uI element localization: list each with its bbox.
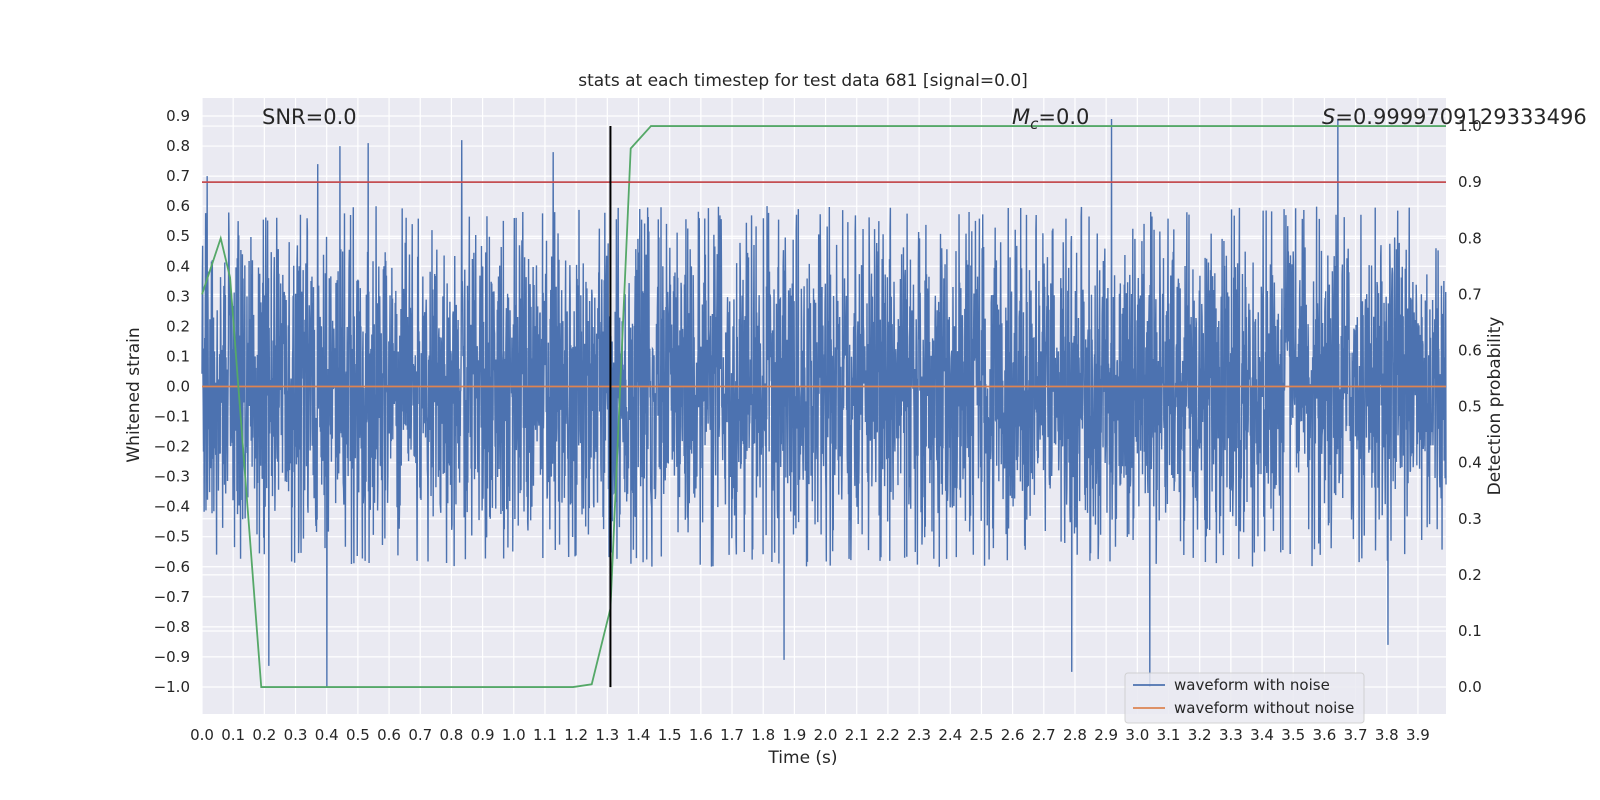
y-tick-label: 0.1 — [166, 347, 190, 365]
series-noisy-waveform — [201, 119, 1447, 687]
x-tick-label: 2.9 — [1094, 726, 1118, 744]
y-tick-label: 0.3 — [166, 287, 190, 305]
legend: waveform with noise waveform without noi… — [1124, 672, 1365, 724]
y-tick-label: 0.6 — [166, 197, 190, 215]
x-tick-label: 2.8 — [1063, 726, 1087, 744]
snr-annotation: SNR=0.0 — [262, 105, 357, 129]
y-tick-label: −0.8 — [154, 618, 190, 636]
legend-label-noise: waveform with noise — [1174, 676, 1330, 694]
y2-tick-label: 1.0 — [1458, 117, 1482, 135]
x-tick-label: 0.1 — [221, 726, 245, 744]
y2-tick-label: 0.9 — [1458, 173, 1482, 191]
x-tick-label: 3.3 — [1219, 726, 1243, 744]
x-tick-label: 0.8 — [439, 726, 463, 744]
y-tick-label: −0.4 — [154, 498, 190, 516]
y2-axis-label: Detection probability — [1485, 317, 1505, 496]
x-tick-label: 2.3 — [907, 726, 931, 744]
y2-tick-label: 0.0 — [1458, 678, 1482, 696]
y-tick-label: 0.0 — [166, 377, 190, 395]
score-annotation: S=0.9999709129333496 — [1322, 105, 1587, 129]
x-tick-label: 0.5 — [346, 726, 370, 744]
legend-box — [1124, 672, 1365, 724]
x-tick-label: 2.1 — [845, 726, 869, 744]
y2-tick-label: 0.4 — [1458, 454, 1482, 472]
x-tick-label: 2.2 — [876, 726, 900, 744]
y-tick-label: −0.1 — [154, 408, 190, 426]
series-detection-probability — [201, 125, 1446, 688]
x-tick-label: 1.5 — [658, 726, 682, 744]
y2-tick-label: 0.6 — [1458, 341, 1482, 359]
x-tick-label: 3.2 — [1188, 726, 1212, 744]
x-tick-label: 3.5 — [1281, 726, 1305, 744]
legend-label-clean: waveform without noise — [1174, 699, 1354, 717]
x-tick-label: 0.2 — [252, 726, 276, 744]
y-tick-label: 0.4 — [166, 257, 190, 275]
y-tick-label: 0.2 — [166, 317, 190, 335]
x-tick-label: 2.7 — [1032, 726, 1056, 744]
y-axis-ticks: 0.9 0.8 0.7 0.6 0.5 0.4 0.3 0.2 0.1 0.0 −0.1 −0.2 −0… — [154, 107, 190, 696]
y-tick-label: −0.2 — [154, 438, 190, 456]
y-tick-label: 0.7 — [166, 167, 190, 185]
y-tick-label: 0.9 — [166, 107, 190, 125]
x-tick-label: 2.6 — [1001, 726, 1025, 744]
x-axis-ticks: 0.0 0.1 0.2 0.3 0.4 0.5 0.6 0.7 0.8 0.9 1.0 1.1 1.2 1… — [190, 726, 1430, 744]
y-tick-label: 0.5 — [166, 227, 190, 245]
x-tick-label: 1.9 — [782, 726, 806, 744]
y-tick-label: −0.7 — [154, 588, 190, 606]
y-tick-label: 0.8 — [166, 137, 190, 155]
x-tick-label: 1.7 — [720, 726, 744, 744]
y-axis-label: Whitened strain — [124, 327, 144, 462]
series-layer — [201, 119, 1447, 688]
x-tick-label: 3.6 — [1312, 726, 1336, 744]
x-tick-label: 2.0 — [814, 726, 838, 744]
x-tick-label: 0.6 — [377, 726, 401, 744]
x-tick-label: 2.5 — [970, 726, 994, 744]
x-tick-label: 1.1 — [533, 726, 557, 744]
y2-tick-label: 0.7 — [1458, 285, 1482, 303]
x-tick-label: 1.6 — [689, 726, 713, 744]
x-tick-label: 0.0 — [190, 726, 214, 744]
y-tick-label: −0.5 — [154, 528, 190, 546]
x-tick-label: 3.8 — [1375, 726, 1399, 744]
y2-tick-label: 0.3 — [1458, 510, 1482, 528]
x-tick-label: 1.8 — [751, 726, 775, 744]
x-tick-label: 1.0 — [502, 726, 526, 744]
chart-title: stats at each timestep for test data 681… — [578, 71, 1028, 91]
x-tick-label: 3.1 — [1157, 726, 1181, 744]
x-tick-label: 3.9 — [1406, 726, 1430, 744]
y2-tick-label: 0.1 — [1458, 622, 1482, 640]
x-tick-label: 0.9 — [471, 726, 495, 744]
y-tick-label: −0.6 — [154, 558, 190, 576]
x-tick-label: 3.0 — [1125, 726, 1149, 744]
x-tick-label: 2.4 — [938, 726, 962, 744]
x-tick-label: 0.4 — [315, 726, 339, 744]
y2-tick-label: 0.8 — [1458, 229, 1482, 247]
x-tick-label: 1.2 — [564, 726, 588, 744]
x-tick-label: 3.4 — [1250, 726, 1274, 744]
x-tick-label: 0.7 — [408, 726, 432, 744]
y2-tick-label: 0.2 — [1458, 566, 1482, 584]
y2-tick-label: 0.5 — [1458, 398, 1482, 416]
x-tick-label: 1.4 — [627, 726, 651, 744]
x-axis-label: Time (s) — [767, 748, 837, 768]
y-tick-label: −1.0 — [154, 678, 190, 696]
x-tick-label: 1.3 — [595, 726, 619, 744]
y-tick-label: −0.3 — [154, 468, 190, 486]
x-tick-label: 0.3 — [284, 726, 308, 744]
chirp-mass-annotation: Mc=0.0 — [1012, 105, 1089, 133]
x-tick-label: 3.7 — [1344, 726, 1368, 744]
y2-axis-ticks: 1.0 0.9 0.8 0.7 0.6 0.5 0.4 0.3 0.2 0.1 0.0 — [1458, 117, 1482, 696]
y-tick-label: −0.9 — [154, 648, 190, 666]
